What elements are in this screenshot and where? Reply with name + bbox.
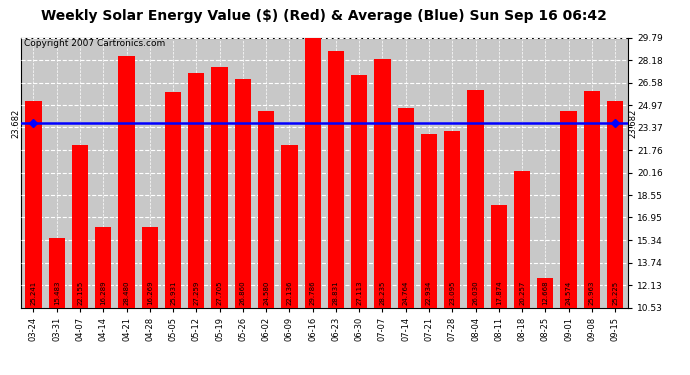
Bar — [258, 111, 275, 308]
Bar — [560, 111, 577, 308]
Text: 15.483: 15.483 — [54, 281, 60, 305]
Text: Weekly Solar Energy Value ($) (Red) & Average (Blue) Sun Sep 16 06:42: Weekly Solar Energy Value ($) (Red) & Av… — [41, 9, 607, 23]
Bar — [304, 38, 321, 308]
Bar — [119, 56, 135, 308]
Text: Copyright 2007 Cartronics.com: Copyright 2007 Cartronics.com — [23, 39, 165, 48]
Text: 26.860: 26.860 — [240, 281, 246, 305]
Text: 22.155: 22.155 — [77, 281, 83, 305]
Text: 24.574: 24.574 — [566, 281, 571, 305]
Text: 27.705: 27.705 — [217, 281, 223, 305]
Text: 23.095: 23.095 — [449, 281, 455, 305]
Text: 12.668: 12.668 — [542, 281, 549, 305]
Bar — [282, 145, 297, 308]
Bar — [607, 102, 623, 308]
Text: 29.786: 29.786 — [310, 281, 315, 305]
Text: 23.682: 23.682 — [11, 108, 20, 138]
Bar — [444, 131, 460, 308]
Bar — [48, 238, 65, 308]
Text: 16.269: 16.269 — [147, 281, 152, 305]
Bar — [467, 90, 484, 308]
Bar — [397, 108, 414, 308]
Text: 25.225: 25.225 — [612, 281, 618, 305]
Text: 28.235: 28.235 — [380, 281, 386, 305]
Text: 28.480: 28.480 — [124, 281, 130, 305]
Text: 27.113: 27.113 — [356, 281, 362, 305]
Text: 22.136: 22.136 — [286, 281, 293, 305]
Text: 25.241: 25.241 — [30, 281, 37, 305]
Bar — [351, 75, 367, 307]
Bar — [211, 67, 228, 308]
Bar — [165, 92, 181, 308]
Text: 23.682: 23.682 — [629, 108, 638, 138]
Bar — [188, 73, 204, 308]
Bar — [235, 79, 251, 308]
Bar — [374, 59, 391, 308]
Text: 25.931: 25.931 — [170, 281, 176, 305]
Text: 17.874: 17.874 — [496, 281, 502, 305]
Text: 20.257: 20.257 — [519, 281, 525, 305]
Bar — [538, 278, 553, 308]
Bar — [26, 101, 41, 308]
Bar — [141, 227, 158, 308]
Text: 16.289: 16.289 — [100, 281, 106, 305]
Text: 26.030: 26.030 — [473, 281, 479, 305]
Bar — [491, 204, 507, 308]
Bar — [72, 144, 88, 308]
Text: 25.963: 25.963 — [589, 281, 595, 305]
Bar — [328, 51, 344, 308]
Text: 28.831: 28.831 — [333, 281, 339, 305]
Text: 24.764: 24.764 — [403, 281, 408, 305]
Text: 24.580: 24.580 — [263, 281, 269, 305]
Bar — [584, 91, 600, 308]
Text: 27.259: 27.259 — [193, 281, 199, 305]
Bar — [95, 227, 111, 308]
Text: 22.934: 22.934 — [426, 281, 432, 305]
Bar — [421, 134, 437, 308]
Bar — [514, 171, 530, 308]
